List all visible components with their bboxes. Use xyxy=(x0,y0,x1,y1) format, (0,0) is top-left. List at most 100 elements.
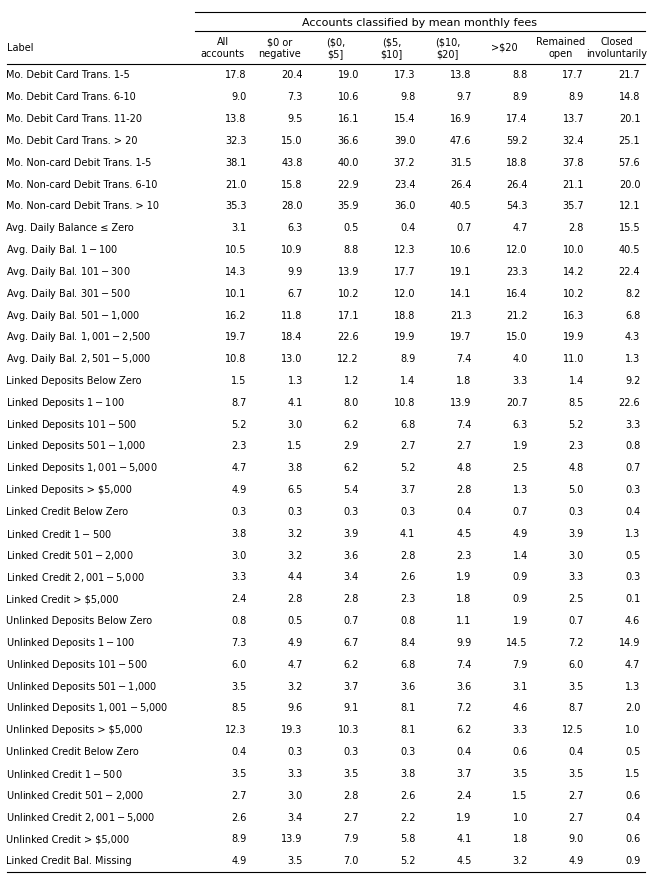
Text: Avg. Daily Bal. $501-$1,000: Avg. Daily Bal. $501-$1,000 xyxy=(6,308,140,322)
Text: 13.8: 13.8 xyxy=(450,70,471,80)
Text: 21.1: 21.1 xyxy=(562,180,584,189)
Text: 5.2: 5.2 xyxy=(569,419,584,430)
Text: 4.9: 4.9 xyxy=(231,856,246,866)
Text: 1.8: 1.8 xyxy=(456,595,471,604)
Text: 19.7: 19.7 xyxy=(450,332,471,343)
Text: 59.2: 59.2 xyxy=(506,136,528,146)
Text: 3.1: 3.1 xyxy=(231,223,246,233)
Text: 1.5: 1.5 xyxy=(231,376,246,386)
Text: 32.3: 32.3 xyxy=(225,136,246,146)
Text: 6.3: 6.3 xyxy=(513,419,528,430)
Text: 12.0: 12.0 xyxy=(506,245,528,255)
Text: 18.8: 18.8 xyxy=(394,310,415,321)
Text: 7.9: 7.9 xyxy=(344,834,359,845)
Text: 1.4: 1.4 xyxy=(400,376,415,386)
Text: 8.9: 8.9 xyxy=(513,93,528,102)
Text: 7.4: 7.4 xyxy=(456,354,471,364)
Text: 9.7: 9.7 xyxy=(456,93,471,102)
Text: 28.0: 28.0 xyxy=(281,202,303,211)
Text: Remained
open: Remained open xyxy=(536,37,585,59)
Text: 0.7: 0.7 xyxy=(344,616,359,626)
Text: 2.2: 2.2 xyxy=(400,812,415,823)
Text: 2.7: 2.7 xyxy=(569,791,584,801)
Text: 20.7: 20.7 xyxy=(506,398,528,408)
Text: 4.7: 4.7 xyxy=(231,463,246,473)
Text: 22.6: 22.6 xyxy=(337,332,359,343)
Text: 6.2: 6.2 xyxy=(456,725,471,736)
Text: Unlinked Credit > $5,000: Unlinked Credit > $5,000 xyxy=(6,834,129,845)
Text: 40.0: 40.0 xyxy=(337,158,359,167)
Text: 2.6: 2.6 xyxy=(400,791,415,801)
Text: 2.8: 2.8 xyxy=(569,223,584,233)
Text: 0.5: 0.5 xyxy=(287,616,303,626)
Text: Unlinked Deposits $101-$500: Unlinked Deposits $101-$500 xyxy=(6,658,148,672)
Text: 2.3: 2.3 xyxy=(569,441,584,451)
Text: 3.3: 3.3 xyxy=(513,376,528,386)
Text: 16.3: 16.3 xyxy=(563,310,584,321)
Text: 7.3: 7.3 xyxy=(287,93,303,102)
Text: 12.2: 12.2 xyxy=(337,354,359,364)
Text: 9.6: 9.6 xyxy=(287,703,303,714)
Text: 19.9: 19.9 xyxy=(394,332,415,343)
Text: 3.8: 3.8 xyxy=(287,463,303,473)
Text: 2.5: 2.5 xyxy=(569,595,584,604)
Text: 1.9: 1.9 xyxy=(513,441,528,451)
Text: 19.0: 19.0 xyxy=(337,70,359,80)
Text: 12.5: 12.5 xyxy=(562,725,584,736)
Text: 21.3: 21.3 xyxy=(450,310,471,321)
Text: 15.0: 15.0 xyxy=(281,136,303,146)
Text: 3.6: 3.6 xyxy=(456,682,471,692)
Text: 4.9: 4.9 xyxy=(231,485,246,495)
Text: 3.8: 3.8 xyxy=(400,769,415,779)
Text: 16.4: 16.4 xyxy=(506,289,528,299)
Text: 1.9: 1.9 xyxy=(513,616,528,626)
Text: Linked Deposits $1,001-$5,000: Linked Deposits $1,001-$5,000 xyxy=(6,462,158,476)
Text: 4.4: 4.4 xyxy=(287,573,303,582)
Text: 19.1: 19.1 xyxy=(450,267,471,277)
Text: 5.2: 5.2 xyxy=(400,463,415,473)
Text: 10.6: 10.6 xyxy=(450,245,471,255)
Text: Avg. Daily Bal. $2,501-$5,000: Avg. Daily Bal. $2,501-$5,000 xyxy=(6,352,151,366)
Text: 7.4: 7.4 xyxy=(456,660,471,670)
Text: 5.0: 5.0 xyxy=(569,485,584,495)
Text: 0.3: 0.3 xyxy=(625,573,640,582)
Text: 20.1: 20.1 xyxy=(619,114,640,124)
Text: 0.3: 0.3 xyxy=(569,507,584,517)
Text: Avg. Daily Balance ≤ Zero: Avg. Daily Balance ≤ Zero xyxy=(6,223,135,233)
Text: 9.9: 9.9 xyxy=(456,638,471,648)
Text: 1.9: 1.9 xyxy=(456,573,471,582)
Text: 2.3: 2.3 xyxy=(400,595,415,604)
Text: 0.3: 0.3 xyxy=(344,747,359,757)
Text: 11.0: 11.0 xyxy=(563,354,584,364)
Text: 4.9: 4.9 xyxy=(287,638,303,648)
Text: 38.1: 38.1 xyxy=(225,158,246,167)
Text: 0.4: 0.4 xyxy=(400,223,415,233)
Text: 20.4: 20.4 xyxy=(281,70,303,80)
Text: 17.7: 17.7 xyxy=(562,70,584,80)
Text: 17.8: 17.8 xyxy=(225,70,246,80)
Text: 6.2: 6.2 xyxy=(344,660,359,670)
Text: 0.5: 0.5 xyxy=(625,551,640,560)
Text: Mo. Non-card Debit Trans. 1-5: Mo. Non-card Debit Trans. 1-5 xyxy=(6,158,152,167)
Text: Unlinked Credit Below Zero: Unlinked Credit Below Zero xyxy=(6,747,139,757)
Text: 8.1: 8.1 xyxy=(400,703,415,714)
Text: Mo. Non-card Debit Trans. 6-10: Mo. Non-card Debit Trans. 6-10 xyxy=(6,180,158,189)
Text: 3.7: 3.7 xyxy=(344,682,359,692)
Text: 2.7: 2.7 xyxy=(569,812,584,823)
Text: 9.1: 9.1 xyxy=(344,703,359,714)
Text: 14.3: 14.3 xyxy=(225,267,246,277)
Text: 22.4: 22.4 xyxy=(619,267,640,277)
Text: 3.0: 3.0 xyxy=(287,419,303,430)
Text: 21.7: 21.7 xyxy=(619,70,640,80)
Text: 3.8: 3.8 xyxy=(231,529,246,539)
Text: 3.5: 3.5 xyxy=(569,682,584,692)
Text: 6.2: 6.2 xyxy=(344,463,359,473)
Text: 1.0: 1.0 xyxy=(513,812,528,823)
Text: 0.7: 0.7 xyxy=(625,463,640,473)
Text: 9.0: 9.0 xyxy=(231,93,246,102)
Text: 22.6: 22.6 xyxy=(619,398,640,408)
Text: 0.7: 0.7 xyxy=(569,616,584,626)
Text: 3.2: 3.2 xyxy=(512,856,528,866)
Text: 3.6: 3.6 xyxy=(344,551,359,560)
Text: 0.8: 0.8 xyxy=(400,616,415,626)
